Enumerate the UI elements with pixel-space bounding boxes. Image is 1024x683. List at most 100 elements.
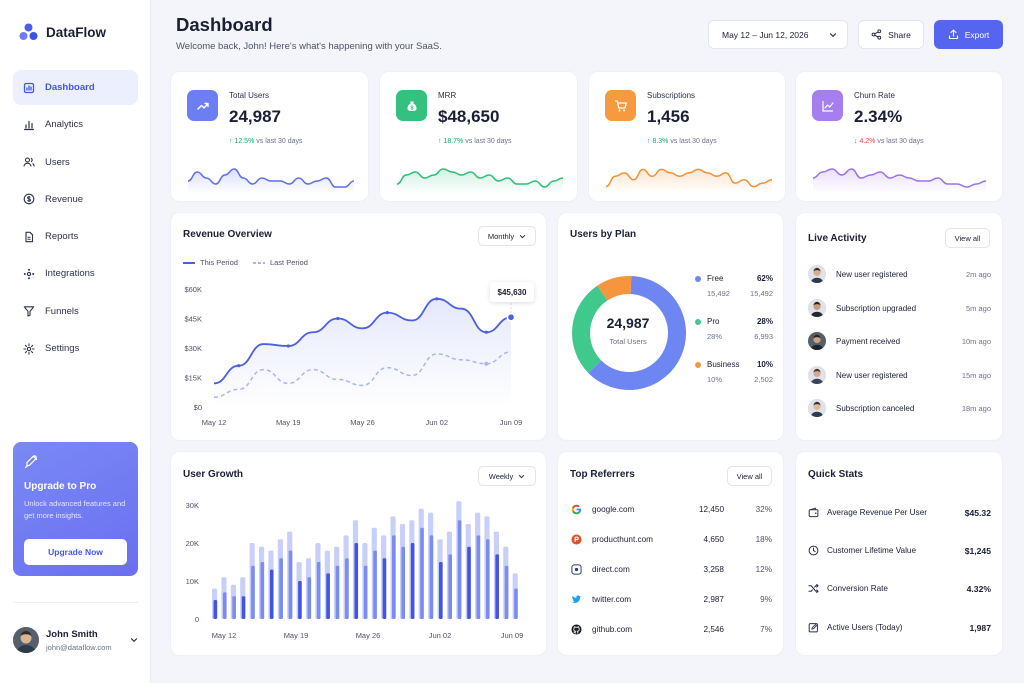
data-point: [385, 311, 389, 315]
period-select[interactable]: Weekly: [478, 466, 536, 486]
bar: [232, 596, 236, 619]
referrer-row[interactable]: google.com 12,450 32%: [570, 503, 772, 515]
sparkline-chart: [812, 168, 987, 194]
activity-item[interactable]: Subscription canceled 18m ago: [808, 399, 991, 417]
sidebar-item-dashboard[interactable]: Dashboard: [13, 70, 138, 105]
chart-tooltip: $45,630: [490, 282, 534, 302]
referrer-name: direct.com: [592, 564, 630, 574]
period-select[interactable]: Monthly: [478, 226, 536, 246]
activity-item[interactable]: Subscription upgraded 5m ago: [808, 299, 991, 317]
y-axis-tick-label: 10K: [186, 577, 199, 586]
x-axis-tick-label: Jun 02: [429, 631, 452, 640]
activity-item[interactable]: New user registered 2m ago: [808, 265, 991, 283]
stat-card-mrr: $ MRR $48,650 ↑ 18.7% vs last 30 days: [379, 71, 578, 202]
plan-name: Pro: [707, 317, 720, 326]
y-axis-tick-label: $15K: [184, 374, 202, 383]
referrer-value: 2,546: [703, 624, 725, 634]
bar: [335, 565, 340, 619]
avatar: [808, 299, 826, 317]
github-icon: [570, 623, 582, 635]
legend-dashed-line-icon: [252, 261, 265, 264]
bar: [410, 543, 415, 619]
money-bag-icon: $: [396, 90, 427, 121]
referrer-percent: 12%: [755, 564, 772, 574]
referrer-row[interactable]: producthunt.com 4,650 18%: [570, 533, 772, 545]
wallet-icon: [808, 507, 819, 518]
share-button[interactable]: Share: [858, 20, 924, 49]
donut-slice-business: [597, 276, 632, 301]
date-range-label: May 12 – Jun 12, 2026: [722, 29, 809, 40]
stat-note: vs last 30 days: [465, 138, 512, 145]
y-axis-tick-label: $45K: [184, 315, 202, 324]
quick-stat-value: 4.32%: [966, 583, 991, 594]
donut-center-value: 24,987: [606, 315, 650, 331]
stat-value: 24,987: [229, 107, 281, 126]
sidebar-nav: Dashboard Analytics Users Revenue Report…: [13, 70, 138, 368]
activity-item[interactable]: Payment received 10m ago: [808, 332, 991, 350]
revenue-overview-card: Revenue Overview Monthly This Period Las…: [170, 212, 547, 441]
upgrade-description: Unlock advanced features and get more in…: [24, 499, 126, 520]
sidebar-item-analytics[interactable]: Analytics: [13, 107, 138, 142]
card-title: Users by Plan: [570, 229, 637, 240]
sidebar-item-label: Users: [45, 156, 70, 168]
sidebar-item-settings[interactable]: Settings: [13, 331, 138, 366]
brand-name: DataFlow: [46, 25, 107, 40]
referrer-percent: 32%: [755, 504, 772, 514]
highlight-point: [506, 312, 516, 322]
sidebar-item-integrations[interactable]: Integrations: [13, 256, 138, 291]
sidebar-item-revenue[interactable]: Revenue: [13, 182, 138, 217]
sparkline-chart: [605, 168, 773, 194]
sidebar-item-users[interactable]: Users: [13, 145, 138, 180]
sparkline-area: [397, 169, 563, 194]
revenue-area: [214, 298, 511, 407]
avatar: [13, 627, 39, 653]
y-axis-tick-label: $0: [194, 403, 202, 412]
view-all-button[interactable]: View all: [727, 466, 772, 486]
bar: [420, 527, 424, 619]
referrer-percent: 9%: [760, 594, 772, 604]
upgrade-now-button[interactable]: Upgrade Now: [24, 539, 127, 565]
referrer-row[interactable]: github.com 2,546 7%: [570, 623, 772, 635]
sidebar-item-reports[interactable]: Reports: [13, 219, 138, 254]
quick-stat-value: $45.32: [964, 507, 991, 518]
bar: [392, 535, 396, 619]
sparkline-area: [813, 169, 986, 194]
user-profile[interactable]: John Smith john@dataflow.com: [13, 627, 138, 653]
avatar: [808, 366, 826, 384]
plan-row-pro: Pro 28% 28% 6,993: [695, 317, 773, 341]
direct-icon: [570, 563, 582, 575]
view-all-button[interactable]: View all: [945, 228, 990, 248]
stat-trend: ↑ 12.5% vs last 30 days: [229, 138, 303, 145]
bar: [448, 554, 453, 619]
top-referrers-card: Top Referrers View all google.com 12,450…: [557, 451, 784, 656]
referrer-value: 12,450: [698, 504, 724, 514]
referrer-row[interactable]: twitter.com 2,987 9%: [570, 593, 772, 605]
referrer-row[interactable]: direct.com 3,258 12%: [570, 563, 772, 575]
avatar: [808, 332, 826, 350]
logo-icon: [19, 23, 38, 40]
x-axis-tick-label: May 12: [202, 418, 227, 427]
card-title: Revenue Overview: [183, 229, 272, 240]
bar: [326, 573, 330, 619]
bar: [316, 562, 321, 619]
sidebar-item-funnels[interactable]: Funnels: [13, 294, 138, 329]
plan-donut-chart: [572, 276, 686, 390]
stat-card-churn-rate: Churn Rate 2.34% ↓ 4.2% vs last 30 days: [795, 71, 1003, 202]
sidebar-item-label: Integrations: [45, 268, 95, 280]
svg-text:$: $: [410, 105, 413, 111]
brand[interactable]: DataFlow: [18, 22, 106, 43]
legend-label: This Period: [200, 258, 238, 267]
date-range-picker[interactable]: May 12 – Jun 12, 2026: [708, 20, 848, 49]
sidebar-item-label: Analytics: [45, 119, 84, 131]
y-axis-tick-label: $30K: [184, 344, 202, 353]
x-axis-tick-label: May 19: [284, 631, 309, 640]
bar: [495, 554, 499, 619]
plan-count: 15,492: [750, 289, 773, 298]
stat-card-subscriptions: Subscriptions 1,456 ↑ 8.3% vs last 30 da…: [588, 71, 786, 202]
bar: [363, 565, 368, 619]
stat-note: vs last 30 days: [670, 138, 717, 145]
dollar-icon: [23, 193, 35, 205]
activity-item[interactable]: New user registered 15m ago: [808, 366, 991, 384]
chart-legend: This Period Last Period: [183, 258, 308, 267]
export-button[interactable]: Export: [934, 20, 1003, 49]
